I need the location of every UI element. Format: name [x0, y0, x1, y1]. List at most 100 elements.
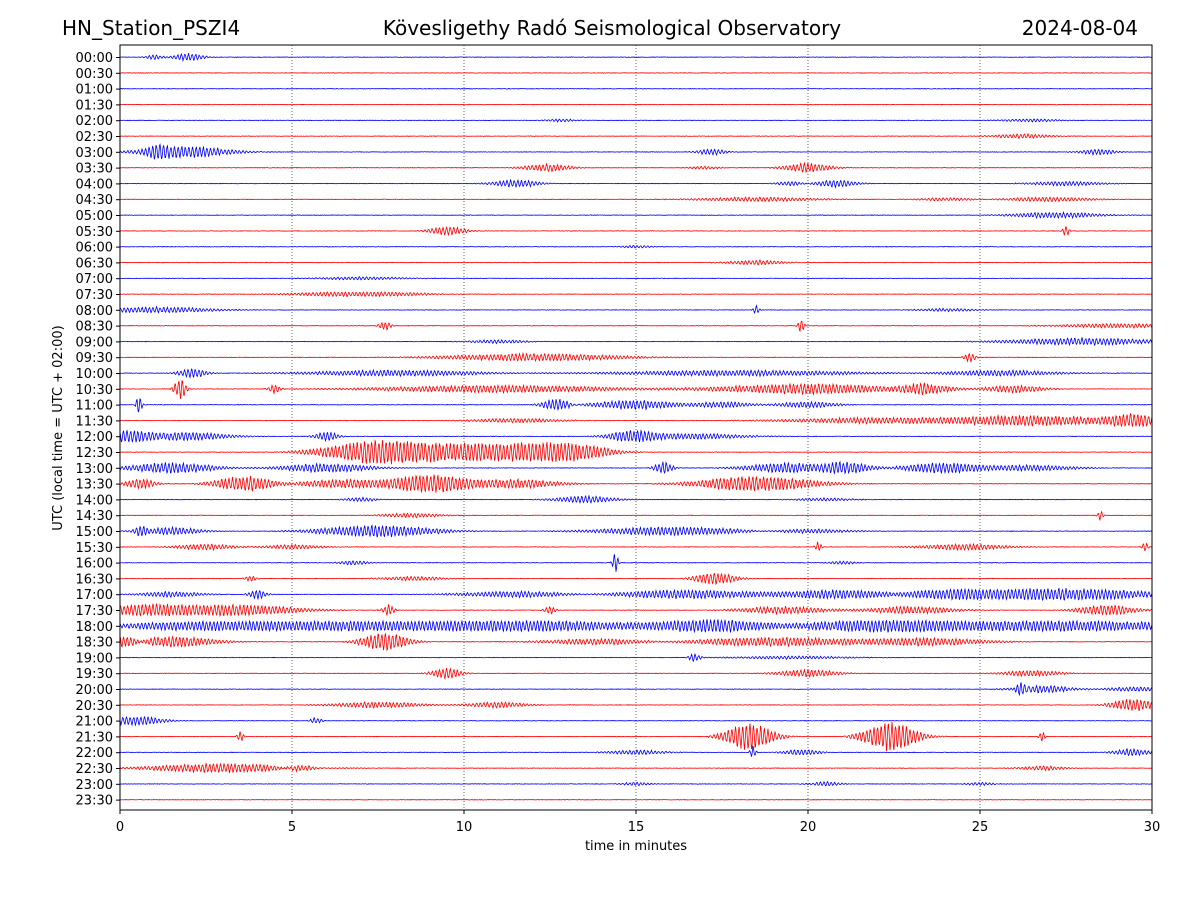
trace-1800 — [119, 618, 1153, 634]
trace-2100 — [119, 715, 1153, 727]
y-tick-label: 14:00 — [76, 493, 113, 508]
y-tick-label: 13:30 — [76, 478, 113, 493]
y-tick-label: 13:00 — [76, 462, 113, 477]
trace-1330 — [119, 473, 1153, 493]
y-tick-label: 20:30 — [76, 699, 113, 714]
y-tick-label: 05:30 — [76, 225, 113, 240]
trace-0930 — [119, 351, 1153, 364]
trace-0200 — [119, 118, 1153, 123]
trace-2300 — [119, 780, 1153, 787]
y-tick-label: 12:00 — [76, 430, 113, 445]
y-tick-label: 11:30 — [76, 414, 113, 429]
trace-1430 — [119, 510, 1153, 522]
y-tick-label: 09:00 — [76, 335, 113, 350]
y-tick-label: 16:30 — [76, 572, 113, 587]
y-tick-label: 07:30 — [76, 288, 113, 303]
y-tick-label: 11:00 — [76, 399, 113, 414]
trace-2000 — [119, 682, 1153, 697]
trace-0330 — [119, 161, 1153, 174]
y-tick-label: 15:00 — [76, 525, 113, 540]
x-tick-label: 0 — [116, 820, 124, 835]
x-tick-label: 10 — [456, 820, 473, 835]
y-tick-label: 05:00 — [76, 209, 113, 224]
trace-0600 — [119, 245, 1153, 249]
trace-0730 — [119, 290, 1153, 298]
trace-1230 — [119, 439, 1153, 465]
y-tick-label: 19:00 — [76, 651, 113, 666]
trace-1200 — [119, 429, 1153, 443]
plot-frame — [119, 44, 1153, 811]
trace-2200 — [119, 745, 1153, 757]
y-tick-label: 14:30 — [76, 509, 113, 524]
trace-0130 — [119, 103, 1153, 106]
y-tick-label: 03:00 — [76, 146, 113, 161]
trace-0830 — [119, 320, 1153, 333]
y-tick-label: 23:00 — [76, 778, 113, 793]
y-tick-label: 18:30 — [76, 636, 113, 651]
trace-1900 — [119, 653, 1153, 662]
trace-1000 — [119, 368, 1153, 379]
y-tick-label: 09:30 — [76, 351, 113, 366]
trace-1100 — [119, 397, 1153, 413]
x-tick-labels: 0 5 10 15 20 25 30 — [116, 810, 1160, 835]
trace-2230 — [119, 762, 1153, 774]
date-title: 2024-08-04 — [1022, 16, 1138, 40]
y-tick-label: 01:30 — [76, 98, 113, 113]
y-tick-label: 04:30 — [76, 193, 113, 208]
y-tick-label: 06:30 — [76, 256, 113, 271]
trace-2030 — [119, 699, 1153, 712]
y-tick-label: 17:30 — [76, 604, 113, 619]
y-tick-label: 06:00 — [76, 241, 113, 256]
x-tick-label: 25 — [972, 820, 989, 835]
trace-0500 — [120, 210, 1153, 220]
grid-lines — [291, 45, 981, 810]
y-tick-label: 00:00 — [76, 51, 113, 66]
y-tick-label: 03:30 — [76, 162, 113, 177]
traces — [119, 53, 1153, 801]
x-tick-label: 20 — [800, 820, 817, 835]
x-tick-label: 15 — [628, 820, 645, 835]
y-tick-label: 22:30 — [76, 762, 113, 777]
y-tick-label: 10:30 — [76, 383, 113, 398]
trace-1530 — [119, 541, 1153, 552]
trace-0000 — [119, 53, 1153, 63]
trace-0530 — [119, 225, 1153, 237]
trace-0300 — [119, 143, 1153, 160]
trace-1400 — [119, 494, 1153, 504]
y-tick-label: 18:00 — [76, 620, 113, 635]
trace-1300 — [119, 460, 1153, 475]
station-title: HN_Station_PSZI4 — [62, 16, 240, 40]
trace-1730 — [119, 603, 1153, 618]
trace-1830 — [119, 632, 1153, 652]
trace-0100 — [119, 87, 1153, 90]
y-tick-label: 04:00 — [76, 177, 113, 192]
x-tick-label: 5 — [288, 820, 296, 835]
y-axis-label: UTC (local time = UTC + 02:00) — [51, 325, 66, 530]
trace-0400 — [119, 178, 1152, 189]
trace-2330 — [119, 798, 1153, 801]
y-tick-label: 08:30 — [76, 320, 113, 335]
trace-2130 — [119, 722, 1153, 752]
y-tick-label: 01:00 — [76, 83, 113, 98]
x-tick-label: 30 — [1144, 820, 1161, 835]
y-tick-label: 02:30 — [76, 130, 113, 145]
trace-1130 — [119, 413, 1153, 428]
trace-0230 — [119, 132, 1153, 140]
y-tick-label: 21:00 — [76, 715, 113, 730]
y-tick-labels: 00:0000:3001:0001:3002:0002:3003:0003:30… — [76, 51, 120, 809]
y-tick-label: 19:30 — [76, 667, 113, 682]
trace-0430 — [119, 196, 1153, 203]
trace-1930 — [120, 667, 1153, 681]
trace-1700 — [119, 587, 1153, 602]
trace-0630 — [119, 258, 1152, 266]
y-tick-label: 15:30 — [76, 541, 113, 556]
y-tick-label: 10:00 — [76, 367, 113, 382]
trace-1600 — [119, 554, 1153, 572]
y-tick-label: 12:30 — [76, 446, 113, 461]
trace-0700 — [119, 276, 1153, 281]
trace-1500 — [119, 524, 1153, 538]
y-tick-label: 07:00 — [76, 272, 113, 287]
y-tick-label: 00:30 — [76, 67, 113, 82]
y-tick-label: 23:30 — [76, 794, 113, 809]
